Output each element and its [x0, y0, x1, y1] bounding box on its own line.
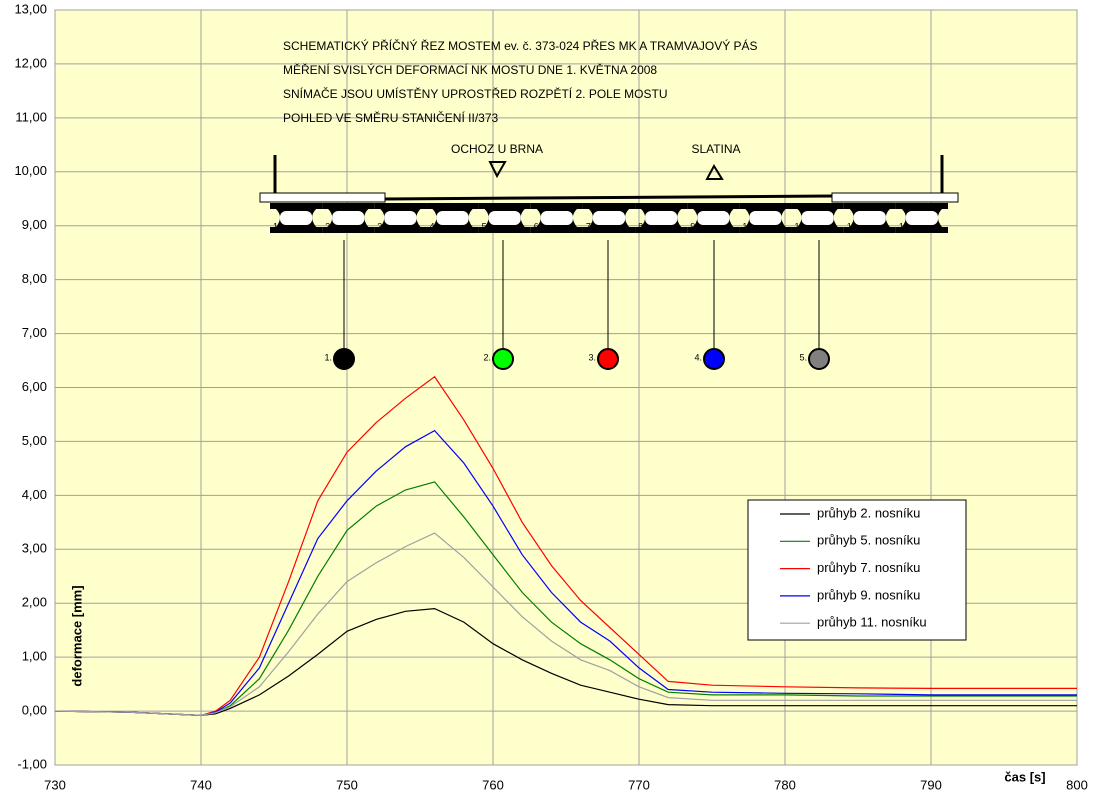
y-axis-label: deformace [mm]	[69, 585, 84, 686]
sensor	[333, 348, 355, 370]
x-tick-label: 760	[482, 777, 504, 792]
y-tick-label: 8,00	[22, 271, 47, 286]
girder-gap	[592, 211, 626, 225]
girder-gap	[384, 211, 417, 225]
beam-label: 7.	[586, 221, 594, 231]
beam-label: 8.	[638, 221, 646, 231]
diagram-title: MĚŘENÍ SVISLÝCH DEFORMACÍ NK MOSTU DNE 1…	[283, 62, 657, 77]
diagram-title: SCHEMATICKÝ PŘÍČNÝ ŘEZ MOSTEM ev. č. 373…	[283, 38, 758, 53]
girder-gap	[332, 211, 365, 225]
x-tick-label: 740	[190, 777, 212, 792]
legend-label: průhyb 7. nosníku	[817, 560, 920, 575]
y-tick-label: 5,00	[22, 433, 47, 448]
legend-label: průhyb 9. nosníku	[817, 587, 920, 602]
beam-label: 12.	[847, 221, 860, 231]
x-tick-label: 750	[336, 777, 358, 792]
sensor	[808, 348, 830, 370]
series-line	[54, 375, 1077, 717]
x-tick-label: 800	[1066, 777, 1088, 792]
y-tick-label: 0,00	[22, 703, 47, 718]
sensor-label: 5.	[799, 352, 807, 362]
sensor-label: 2.	[483, 352, 491, 362]
y-tick-label: 3,00	[22, 541, 47, 556]
y-tick-label: 6,00	[22, 379, 47, 394]
y-tick-label: -1,00	[17, 756, 47, 771]
series-line	[54, 481, 1077, 717]
sensor	[597, 348, 619, 370]
direction-label: SLATINA	[691, 142, 740, 156]
x-tick-label: 770	[628, 777, 650, 792]
y-tick-label: 13,00	[14, 1, 47, 16]
legend	[747, 499, 967, 641]
beam-label: 9.	[690, 221, 698, 231]
beam-label: 5.	[482, 221, 490, 231]
beam-label: 1.	[273, 221, 281, 231]
sensor	[703, 348, 725, 370]
girder-gap	[488, 211, 521, 225]
y-tick-label: 2,00	[22, 595, 47, 610]
diagram-title: SNÍMAČE JSOU UMÍSTĚNY UPROSTŘED ROZPĚTÍ …	[283, 86, 668, 101]
y-tick-label: 11,00	[15, 109, 47, 124]
beam-label: 3.	[377, 221, 385, 231]
sensor-label: 4.	[694, 352, 702, 362]
series-line	[54, 607, 1077, 717]
y-tick-label: 9,00	[22, 217, 47, 232]
y-tick-label: 12,00	[14, 55, 47, 70]
girder-gap	[853, 211, 886, 225]
y-tick-label: 1,00	[22, 649, 47, 664]
sensor-label: 3.	[588, 352, 596, 362]
girder-gap	[697, 211, 730, 225]
legend-label: průhyb 5. nosníku	[817, 533, 920, 548]
girder-gap	[905, 211, 938, 225]
x-axis-label: čas [s]	[1004, 769, 1045, 784]
diagram-title: POHLED VE SMĚRU STANIČENÍ II/373	[283, 110, 498, 125]
sensor	[492, 348, 514, 370]
girder-gap	[801, 211, 834, 225]
series-line	[54, 532, 1077, 717]
beam-label: 10.	[742, 221, 755, 231]
direction-label: OCHOZ U BRNA	[451, 142, 543, 156]
y-tick-label: 4,00	[22, 487, 47, 502]
beam-label: 13.	[899, 221, 912, 231]
beam-label: 6.	[534, 221, 542, 231]
girder-gap	[436, 211, 469, 225]
x-tick-label: 780	[774, 777, 796, 792]
legend-label: průhyb 11. nosníku	[817, 615, 927, 630]
series-line	[54, 429, 1077, 717]
y-tick-label: 7,00	[22, 325, 47, 340]
beam-label: 2.	[325, 221, 333, 231]
girder-gap	[280, 211, 313, 225]
y-tick-label: 10,00	[14, 163, 47, 178]
x-tick-label: 730	[44, 777, 66, 792]
beam-label: 4.	[429, 221, 437, 231]
sensor-label: 1.	[324, 352, 332, 362]
bridge-diagram: SCHEMATICKÝ PŘÍČNÝ ŘEZ MOSTEM ev. č. 373…	[259, 38, 959, 370]
girder-gap	[749, 211, 782, 225]
legend-label: průhyb 2. nosníku	[817, 505, 920, 520]
girder-gap	[645, 211, 678, 225]
beam-label: 11.	[795, 221, 807, 231]
girder-gap	[540, 211, 573, 225]
x-tick-label: 790	[920, 777, 942, 792]
